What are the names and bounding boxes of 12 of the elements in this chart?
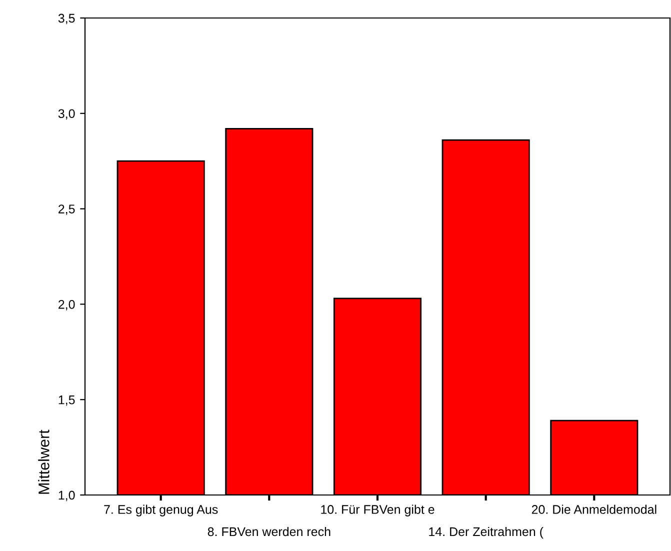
x-tick-label: 8. FBVen werden rech: [208, 526, 330, 536]
x-tick-label: 14. Der Zeitrahmen (: [429, 526, 544, 539]
y-tick-label: 3,5: [58, 14, 75, 24]
y-tick-label: 1,5: [58, 396, 75, 406]
y-axis-title: Mittelwert: [38, 430, 50, 494]
y-tick-label: 2,0: [58, 300, 75, 310]
x-tick-label: 20. Die Anmeldemodal: [532, 504, 656, 514]
y-tick-label: 2,5: [58, 204, 75, 215]
x-tick-label: 10. Für FBVen gibt e: [321, 504, 434, 516]
y-tick-label: 1,0: [58, 490, 75, 502]
x-tick-label: 7. Es gibt genug Aus: [104, 504, 218, 516]
y-tick-label: 3,0: [58, 109, 75, 120]
